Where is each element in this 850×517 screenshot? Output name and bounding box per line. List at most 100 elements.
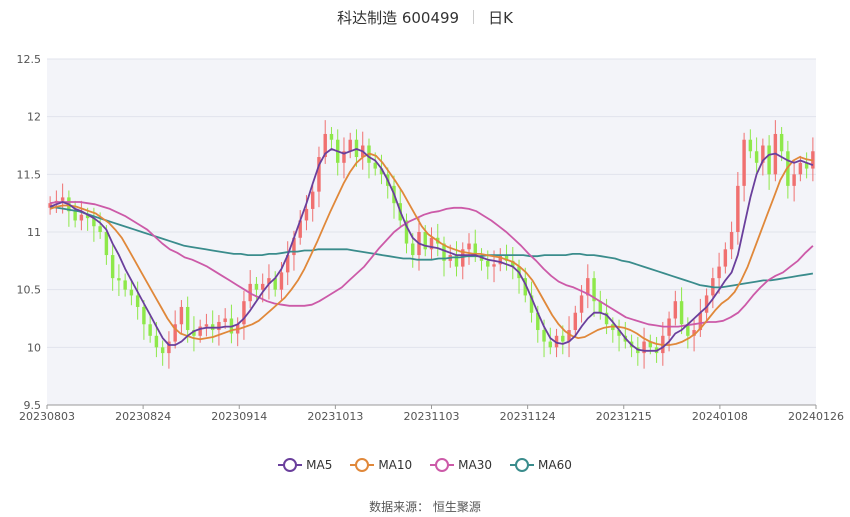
candle-body [279,272,284,290]
candle-body [48,203,52,208]
candle-body [429,237,434,250]
candle-body [323,133,327,158]
candle-body [317,157,321,192]
candle-body [104,232,109,256]
candle-body [536,312,540,331]
candle-body [298,220,302,238]
ma5-line [49,148,814,352]
candle-body [604,312,609,325]
title-separator [473,10,475,24]
period-label[interactable]: 日K [488,8,513,27]
candle-body [554,335,559,348]
candle-body [473,243,477,256]
candle-body [129,289,134,296]
candle-body [792,174,796,186]
y-tick-label: 10 [27,341,41,354]
candle-body [292,237,296,256]
candle-body [754,151,759,163]
y-axis: 9.5 10 10.5 11 11.5 12 12.5 [17,53,42,412]
candle-body [198,326,202,336]
x-tick-label: 20240108 [692,410,748,423]
candle-body [117,278,121,281]
candle-body [642,341,646,354]
candle-body [79,214,84,221]
candle-body [223,318,227,322]
legend-swatch-ma5 [278,458,303,472]
candle-body [736,185,740,232]
chart-title: 科达制造 600499 [337,8,460,27]
candle-body [742,139,746,186]
legend-item-ma30[interactable]: MA30 [430,458,492,472]
candle-body [204,324,209,327]
legend-label-ma10: MA10 [378,458,413,472]
candle-body [492,264,496,267]
candle-body [798,162,803,175]
candle-body [123,280,127,290]
candle-body [173,324,177,342]
candle-body [454,255,459,267]
x-tick-label: 20231103 [404,410,460,423]
ma10-line [49,152,814,346]
y-tick-label: 9.5 [24,399,42,412]
legend-item-ma60[interactable]: MA60 [510,458,572,472]
candle-body [717,266,721,279]
candle-body [404,220,409,244]
y-tick-label: 12 [27,111,41,124]
candle-body [260,283,265,290]
candle-body [442,243,446,261]
y-tick-label: 12.5 [17,53,42,66]
candle-body [154,335,159,348]
y-tick-label: 10.5 [17,284,42,297]
candle-body [242,301,246,325]
candle-body [254,283,259,290]
candle-body [379,168,384,175]
candle-body [598,301,603,313]
candle-body [686,324,690,336]
candle-body [135,295,140,307]
x-tick-label: 20230824 [115,410,171,423]
candle-body [167,341,171,354]
legend-label-ma5: MA5 [306,458,333,472]
candle-body [679,301,684,325]
candle-body [342,151,346,163]
x-tick-label: 20230803 [19,410,75,423]
candle-body [411,243,415,256]
candle-body [673,301,678,319]
candle-body [423,232,427,250]
x-tick-label: 20240126 [788,410,844,423]
candle-body [648,341,653,348]
candle-body [185,306,190,331]
x-tick-label: 20231124 [500,410,556,423]
candle-body [511,260,515,267]
candle-body [692,330,696,336]
candle-body [461,249,465,267]
legend-item-ma5[interactable]: MA5 [278,458,332,472]
candle-body [723,249,728,267]
x-tick-label: 20230914 [211,410,267,423]
legend-label-ma60: MA60 [538,458,572,472]
candle-body [85,214,90,219]
candle-body [373,162,377,169]
candle-body [217,321,221,331]
candle-body [523,278,527,296]
candle-body [467,243,471,250]
moving-average-lines [49,148,814,352]
candle-body [561,335,565,342]
candle-body [504,255,509,261]
candle-body [142,306,146,325]
data-source: 数据来源： 恒生聚源 [369,500,481,514]
candle-body [804,162,809,169]
candle-body [192,330,196,336]
x-axis: 20230803 20230824 20230914 20231013 20231103… [19,404,844,423]
candle-body [160,347,165,354]
legend-swatch-ma60 [510,458,535,472]
candle-body [73,211,77,221]
candle-body [498,255,502,265]
candle-body [348,139,352,152]
candle-body [542,330,546,342]
candle-body [698,312,703,331]
candle-body [329,133,334,140]
legend-item-ma10[interactable]: MA10 [350,458,412,472]
candle-body [548,341,553,348]
